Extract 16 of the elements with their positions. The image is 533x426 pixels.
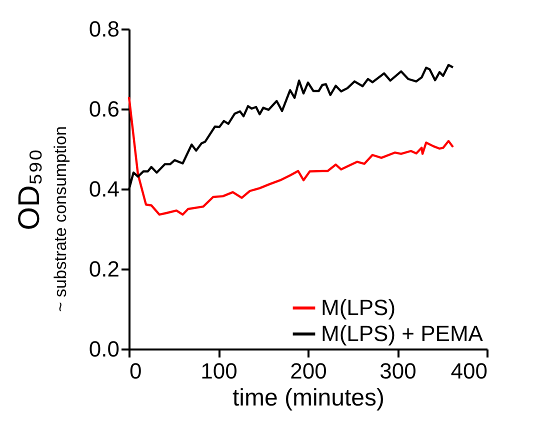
y-tick-label: 0.0 [88,336,120,362]
x-tick-label: 100 [200,358,238,384]
legend-label: M(LPS) + PEMA [321,321,484,346]
line-series [128,96,454,216]
y-tick-label: 0.2 [88,256,120,282]
y-tick-label: 0.8 [88,16,120,42]
legend-label: M(LPS) [321,295,396,320]
x-axis-title: time (minutes) [232,384,385,412]
x-tick-label: 300 [380,358,416,384]
x-tick-label: 200 [290,358,327,384]
x-tick-label: 400 [450,358,488,384]
y-tick-label: 0.4 [88,176,120,202]
y-tick-label: 0.6 [88,96,120,122]
y-axis-title: OD₅₉₀ [12,148,46,230]
x-tick-label: 0 [130,358,142,384]
text: ~ substrate consumption [51,126,70,312]
